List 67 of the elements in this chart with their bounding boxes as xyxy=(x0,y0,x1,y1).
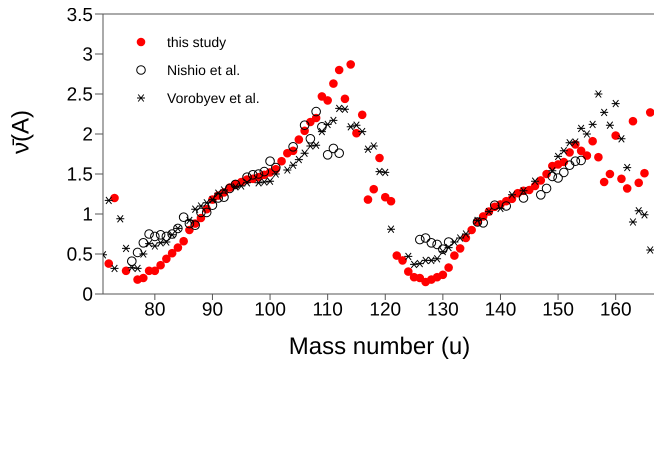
point xyxy=(178,212,188,222)
point xyxy=(219,192,229,202)
point xyxy=(426,238,436,248)
point xyxy=(248,170,258,180)
legend-label: Vorobyev et al. xyxy=(167,90,260,106)
x-tick-label: 130 xyxy=(427,299,459,320)
point xyxy=(415,234,425,244)
point xyxy=(559,168,569,178)
legend-label: this study xyxy=(167,34,226,50)
point xyxy=(196,208,206,218)
x-tick-label: 100 xyxy=(254,299,286,320)
point xyxy=(254,169,264,179)
y-axis-title: ν̄(A) xyxy=(8,110,35,154)
y-tick-label: 0 xyxy=(82,284,93,306)
point xyxy=(420,233,430,243)
y-tick-label: 1.5 xyxy=(66,164,93,186)
point xyxy=(162,232,172,242)
point xyxy=(132,248,142,258)
point xyxy=(167,229,177,239)
point xyxy=(553,173,563,183)
point xyxy=(288,142,298,152)
point xyxy=(317,122,327,132)
y-tick-label: 1 xyxy=(82,204,93,226)
point xyxy=(432,240,442,250)
point xyxy=(184,218,194,228)
point xyxy=(208,200,218,210)
point xyxy=(127,256,137,266)
point xyxy=(311,106,321,116)
y-tick-label: 2 xyxy=(82,124,93,146)
point xyxy=(259,166,270,176)
point xyxy=(242,172,252,182)
point xyxy=(548,172,558,182)
point xyxy=(150,232,160,242)
point xyxy=(334,148,344,158)
point xyxy=(202,208,212,218)
point xyxy=(144,229,154,239)
point xyxy=(328,144,338,154)
point xyxy=(478,218,488,228)
x-tick-label: 80 xyxy=(144,299,166,320)
point xyxy=(501,201,512,211)
x-tick-label: 140 xyxy=(484,299,516,320)
x-axis-title: Mass number (u) xyxy=(288,333,470,360)
point xyxy=(576,156,586,166)
point xyxy=(564,160,574,170)
point xyxy=(156,230,166,240)
point xyxy=(213,193,224,203)
point xyxy=(306,134,316,144)
point xyxy=(444,237,454,247)
point xyxy=(322,150,332,160)
y-tick-label: 0.5 xyxy=(66,244,93,266)
point xyxy=(300,120,310,130)
point xyxy=(490,200,500,210)
x-tick-label: 160 xyxy=(600,299,632,320)
y-tick-label: 3 xyxy=(82,44,93,66)
point xyxy=(265,156,275,166)
point xyxy=(536,190,546,200)
point xyxy=(570,156,580,166)
x-tick-label: 90 xyxy=(202,299,224,320)
y-tick-label: 2.5 xyxy=(66,84,93,106)
point xyxy=(173,224,182,232)
x-tick-label: 120 xyxy=(369,299,402,320)
x-tick-label: 110 xyxy=(312,299,343,320)
x-tick-label: 150 xyxy=(542,299,574,320)
legend-label: Nishio et al. xyxy=(167,62,240,78)
point xyxy=(542,184,552,194)
point xyxy=(518,193,528,203)
point xyxy=(138,238,148,248)
